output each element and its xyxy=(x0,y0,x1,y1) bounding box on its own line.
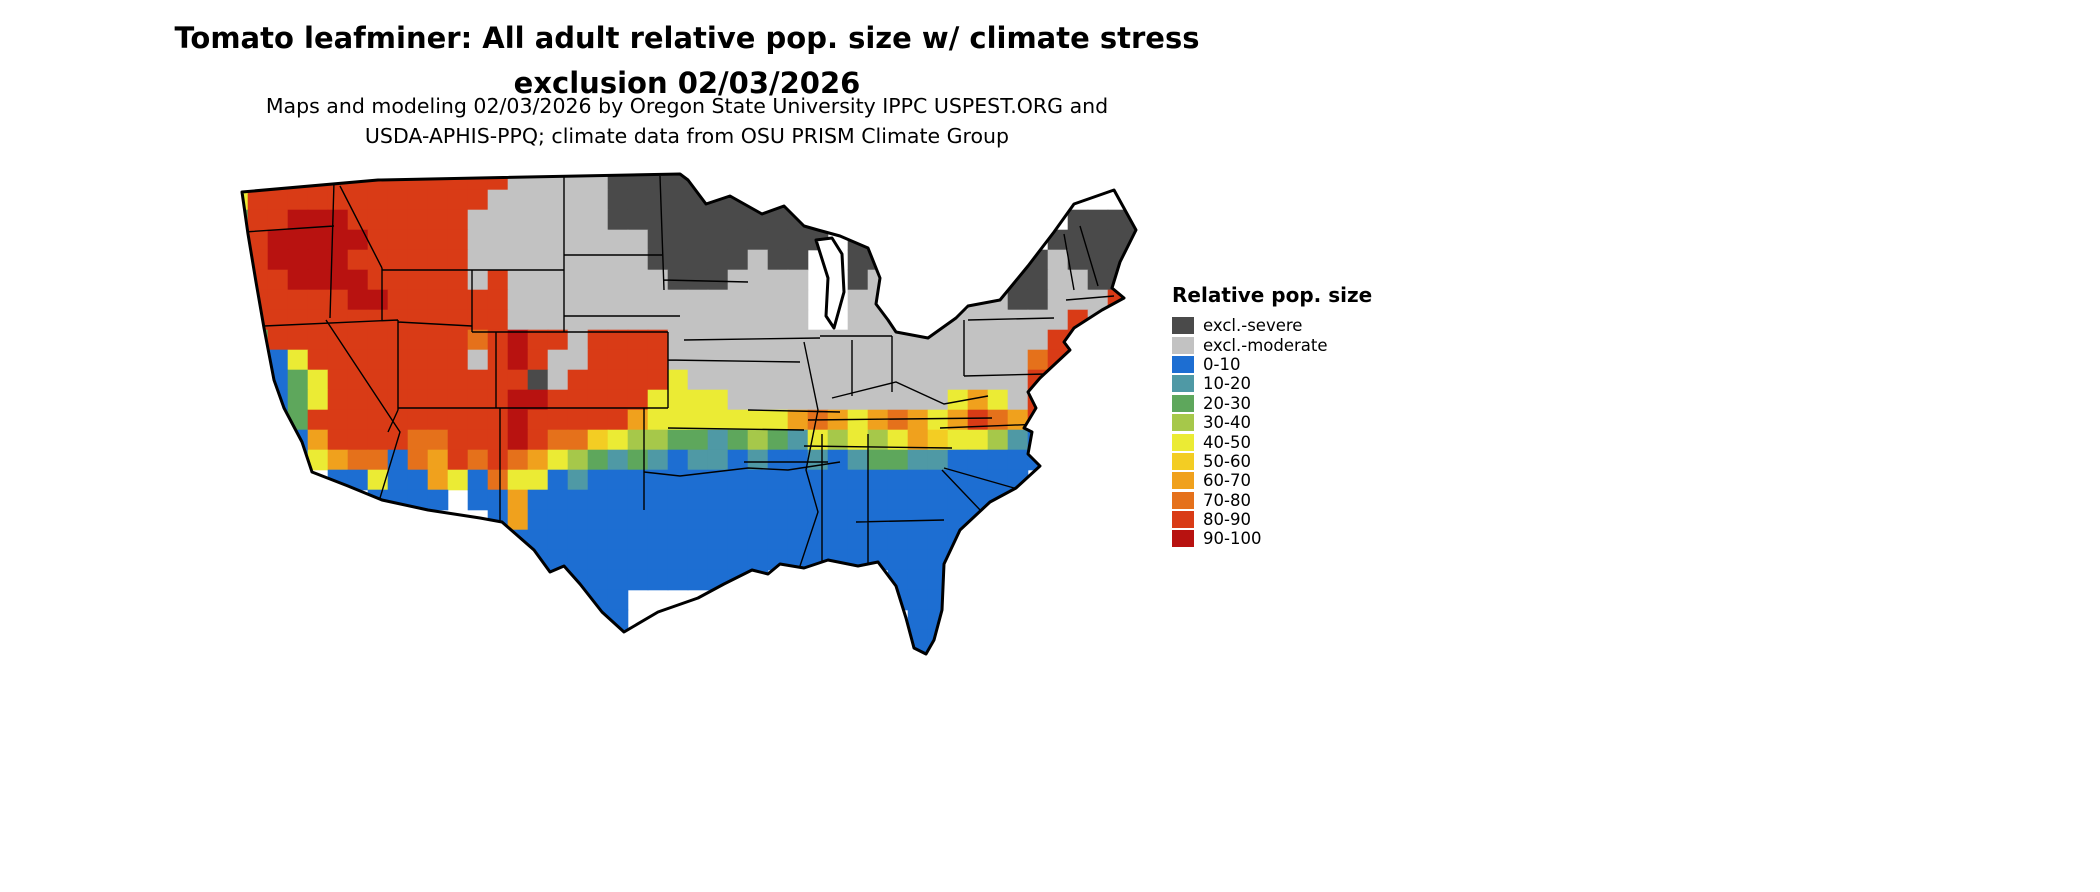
map-canvas xyxy=(240,172,1138,656)
page-title-line1: Tomato leafminer: All adult relative pop… xyxy=(174,21,1200,55)
legend-label: 0-10 xyxy=(1203,354,1241,374)
us-outline xyxy=(240,172,1138,656)
state-borders xyxy=(243,175,1115,568)
us-map xyxy=(228,170,1140,660)
legend-title: Relative pop. size xyxy=(1172,283,1373,307)
page-subtitle: Maps and modeling 02/03/2026 by Oregon S… xyxy=(0,92,1374,151)
legend-label: 10-20 xyxy=(1203,374,1251,394)
page-subtitle-line1: Maps and modeling 02/03/2026 by Oregon S… xyxy=(265,94,1109,118)
legend-swatch xyxy=(1172,511,1194,529)
legend-label: 30-40 xyxy=(1203,413,1251,433)
legend-label: excl.-moderate xyxy=(1203,335,1328,355)
legend-swatch xyxy=(1172,336,1194,354)
legend-label: 70-80 xyxy=(1203,490,1251,510)
legend-swatch xyxy=(1172,414,1194,432)
legend-label: 90-100 xyxy=(1203,529,1262,549)
legend-item-90-100: 90-100 xyxy=(1172,529,1372,548)
legend-swatch xyxy=(1172,472,1194,490)
legend-swatch xyxy=(1172,452,1194,470)
legend-label: 40-50 xyxy=(1203,432,1251,452)
legend-swatch xyxy=(1172,355,1194,373)
legend-item-40-50: 40-50 xyxy=(1172,432,1372,452)
legend-item-excl-severe: excl.-severe xyxy=(1172,316,1372,335)
legend-item-excl-moderate: excl.-moderate xyxy=(1172,335,1372,355)
legend-label: 50-60 xyxy=(1203,451,1251,471)
legend-item-50-60: 50-60 xyxy=(1172,452,1372,471)
legend-label: 20-30 xyxy=(1203,393,1251,413)
legend-label: 60-70 xyxy=(1203,471,1251,491)
legend-item-0-10: 0-10 xyxy=(1172,355,1372,374)
page-subtitle-line2: USDA-APHIS-PPQ; climate data from OSU PR… xyxy=(364,123,1010,148)
legend-label: excl.-severe xyxy=(1203,316,1303,336)
legend-swatch xyxy=(1172,375,1194,393)
legend-item-70-80: 70-80 xyxy=(1172,491,1372,510)
legend-swatch xyxy=(1172,433,1194,451)
legend-item-10-20: 10-20 xyxy=(1172,374,1372,393)
legend-swatch xyxy=(1172,530,1194,548)
legend-item-30-40: 30-40 xyxy=(1172,413,1372,432)
legend-swatch xyxy=(1172,394,1194,412)
legend-swatch xyxy=(1172,491,1194,509)
page-title: Tomato leafminer: All adult relative pop… xyxy=(0,16,1374,106)
legend-item-80-90: 80-90 xyxy=(1172,510,1372,529)
legend-label: 80-90 xyxy=(1203,510,1251,530)
legend: Relative pop. size excl.-severe excl.-mo… xyxy=(1172,283,1372,549)
legend-item-20-30: 20-30 xyxy=(1172,394,1372,413)
legend-item-60-70: 60-70 xyxy=(1172,471,1372,490)
legend-swatch xyxy=(1172,317,1194,335)
page-title-line2: exclusion 02/03/2026 xyxy=(513,65,861,100)
map-raster xyxy=(242,174,1136,654)
